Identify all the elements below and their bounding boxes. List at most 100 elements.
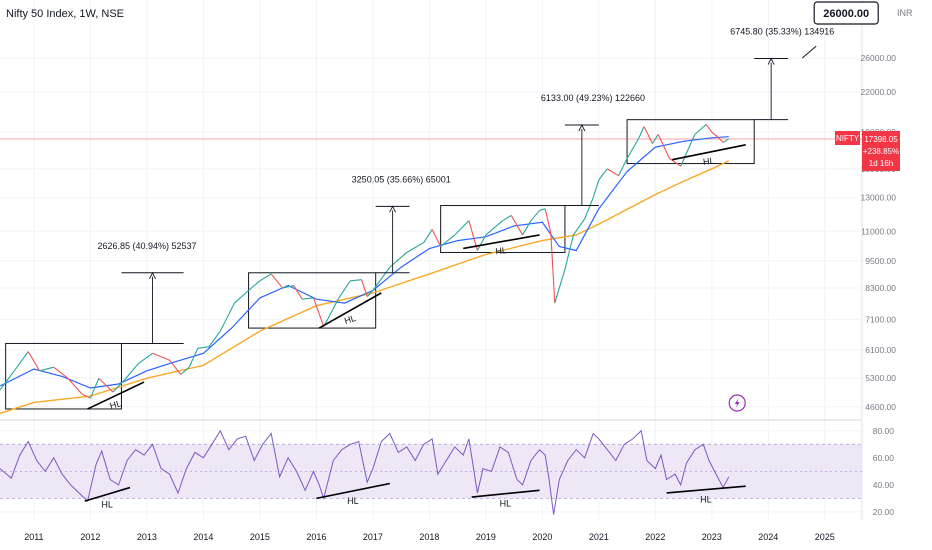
time-tick-label: 2015	[250, 532, 270, 542]
range-boxes	[5, 119, 755, 410]
price-tag-change: +238.85%	[863, 147, 899, 156]
price-segment	[618, 158, 628, 176]
projection-label: 2626.85 (40.94%) 52537	[97, 241, 196, 251]
price-segment	[454, 220, 470, 236]
rsi-tick-label: 60.00	[873, 453, 895, 463]
price-segment	[406, 242, 424, 253]
price-segment	[711, 131, 718, 138]
price-segment	[372, 266, 391, 291]
price-segment	[282, 285, 294, 289]
time-tick-label: 2021	[589, 532, 609, 542]
lightning-bolt	[734, 398, 740, 408]
price-segment	[626, 138, 639, 159]
price-segment	[510, 215, 524, 236]
price-segment	[361, 279, 368, 297]
higher-low-line	[87, 381, 145, 410]
rsi-higher-low-label: HL	[101, 499, 113, 509]
price-tick-label: 7100.00	[865, 314, 896, 324]
projection-label: 6133.00 (49.23%) 122660	[541, 93, 645, 103]
callout-text: 26000.00	[823, 8, 869, 20]
price-segment	[722, 138, 730, 143]
price-segment	[169, 359, 182, 375]
price-tick-label: 5300.00	[865, 373, 896, 383]
price-segment	[584, 197, 594, 220]
price-segment	[539, 208, 546, 211]
moving-averages	[0, 136, 730, 415]
higher-low-lines: HL HL HL HL	[87, 144, 746, 411]
price-segment	[657, 134, 670, 159]
price-segment	[89, 378, 100, 399]
price-segment	[81, 393, 91, 399]
time-tick-label: 2020	[532, 532, 552, 542]
price-tag-box	[862, 130, 900, 171]
time-axis[interactable]: 2011 2012 2013 2014 2015 2016 2017 2018 2019 2020…	[24, 532, 835, 542]
time-tick-label: 2013	[137, 532, 157, 542]
time-tick-label: 2025	[815, 532, 835, 542]
rsi-tick-label: 40.00	[873, 480, 895, 490]
rsi-panel: HL HL HL HL	[0, 429, 746, 515]
fast-moving-average	[0, 136, 729, 389]
time-tick-label: 2016	[306, 532, 326, 542]
rsi-tick-label: 80.00	[873, 426, 895, 436]
price-segment	[592, 179, 600, 198]
price-segment	[219, 302, 235, 332]
higher-low-label: HL	[109, 398, 123, 411]
price-segment	[293, 285, 303, 300]
projection-label: 6745.80 (35.33%) 134916	[730, 27, 834, 37]
time-tick-label: 2024	[758, 532, 778, 542]
price-segment	[366, 290, 374, 297]
price-segment	[440, 234, 456, 247]
projection-arrowhead	[767, 57, 775, 65]
consolidation-box	[248, 272, 377, 329]
price-tick-label: 26000.00	[861, 53, 897, 63]
price-segment	[270, 273, 283, 289]
rsi-higher-low-label: HL	[700, 495, 712, 505]
price-segment	[123, 363, 139, 381]
price-segment	[67, 377, 83, 395]
price-segment	[39, 366, 54, 372]
price-segment	[180, 366, 190, 375]
rsi-tick-label: 20.00	[873, 507, 895, 517]
rsi-higher-low-line	[471, 489, 540, 498]
higher-low-line	[318, 292, 382, 329]
higher-low-line	[463, 234, 540, 250]
slow-moving-average	[0, 160, 730, 415]
price-segment	[152, 352, 170, 361]
price-segment	[476, 234, 487, 251]
time-tick-label: 2019	[476, 532, 496, 542]
price-segment	[423, 229, 433, 243]
rsi-higher-low-label: HL	[347, 496, 359, 506]
time-tick-label: 2022	[645, 532, 665, 542]
time-tick-label: 2023	[702, 532, 722, 542]
price-segment	[705, 124, 713, 133]
price-segment	[208, 330, 221, 347]
currency-label: INR	[897, 8, 913, 18]
price-tick-label: 13000.00	[861, 193, 897, 203]
callout-box	[813, 1, 879, 25]
price-axis[interactable]: 4600.00 5300.00 6100.00 7100.00 8300.00 9500.…	[861, 53, 897, 517]
projection-arrowhead	[578, 123, 586, 132]
grid	[0, 0, 863, 520]
price-segment	[685, 134, 696, 154]
time-tick-label: 2012	[80, 532, 100, 542]
price-segment	[564, 234, 574, 270]
rsi-higher-low-line	[666, 485, 746, 494]
projection-label: 3250.05 (35.66%) 65001	[352, 174, 451, 184]
price-segment	[522, 220, 532, 236]
projection-arrowhead	[389, 205, 397, 213]
price-segment	[530, 210, 540, 221]
projection-arrowhead	[149, 271, 156, 279]
price-segment	[485, 220, 504, 236]
symbol-tag-label: NIFTY	[836, 134, 860, 143]
price-segment	[607, 168, 619, 177]
price-segment	[637, 126, 645, 140]
price-segment	[0, 366, 18, 391]
higher-low-label: HL	[702, 156, 715, 167]
higher-low-label: HL	[343, 313, 357, 326]
price-segment	[248, 280, 261, 291]
price-segment	[598, 168, 608, 181]
event-icon[interactable]	[728, 394, 746, 412]
price-segment	[323, 297, 340, 327]
target-callout: 26000.00	[801, 1, 879, 59]
